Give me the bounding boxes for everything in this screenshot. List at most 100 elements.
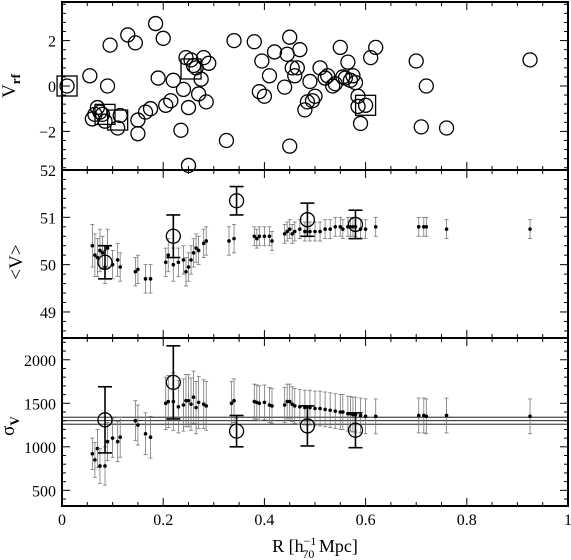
svg-text:σV: σV [0,416,22,436]
data-point-dot [93,458,97,462]
data-point-dot [90,451,95,456]
data-point-circle [196,49,212,66]
y-tick-label: 52 [40,163,56,180]
data-point-dot [232,236,236,241]
data-point-dot [191,251,196,255]
xlabel-sub: 70 [302,547,314,560]
panel-bottom-ylabel: σV [0,416,22,436]
data-point-dot [257,401,262,406]
data-point-circle [522,52,538,68]
x-tick-label: 0.6 [356,512,376,529]
data-point-circle [347,216,364,233]
data-point-dot [290,402,295,406]
y-tick-label: 2 [48,34,56,51]
data-point-square [354,94,377,116]
panel-middle-ylabel: <V> [6,244,27,279]
x-tick-label: 0.8 [457,512,477,529]
data-point-circle [246,34,262,50]
data-point-dot [90,243,95,248]
data-point-circle [307,88,323,104]
data-point-dot [287,227,292,231]
data-point-circle [165,72,181,88]
data-point-circle [332,39,348,56]
panel-bottom-marks [62,345,568,486]
data-point-dot [290,232,295,236]
data-point-circle [99,78,116,94]
data-point-dot [98,248,102,253]
data-point-dot [351,412,355,417]
y-tick-label: 0 [48,79,56,96]
data-point-dot [313,406,317,411]
data-point-circle [292,42,308,58]
data-point-dot [143,431,148,436]
data-point-circle [350,98,366,115]
data-point-dot [292,229,297,234]
data-point-circle [256,88,273,104]
data-point-dot [189,258,193,262]
data-point-circle [137,104,154,120]
data-point-circle [110,120,126,136]
y-tick-label: 2000 [24,353,56,370]
data-point-dot [196,248,201,253]
data-point-dot [262,234,267,239]
data-point-dot [308,405,312,410]
data-point-circle [198,94,214,110]
svg-text:Vrf: Vrf [0,73,23,98]
data-point-dot [186,398,191,403]
data-point-dot [285,229,289,234]
y-tick-label: 50 [40,258,56,275]
data-point-dot [282,232,287,236]
data-point-dot [363,227,368,231]
data-point-dot [351,224,355,229]
data-point-circle [282,138,298,154]
data-point-dot [201,241,206,246]
data-point-dot [115,258,120,262]
data-point-dot [191,395,196,399]
data-point-circle [438,120,455,136]
data-point-dot [338,224,343,229]
data-point-circle [165,374,181,391]
svg-text:R [h−170 Mpc]: R [h−1 70 Mpc] [272,534,358,560]
data-point-dot [105,439,110,444]
data-point-circle [97,412,113,428]
data-point-dot [227,239,231,243]
data-point-dot [143,277,148,281]
data-point-dot [444,227,449,231]
data-point-circle [201,55,217,71]
data-point-dot [136,423,140,427]
data-point-dot [105,246,110,250]
data-point-dot [163,260,168,265]
data-point-circle [228,193,245,209]
data-point-circle [284,60,300,76]
data-point-dot [303,229,307,234]
data-point-circle [350,88,366,104]
data-point-circle [127,35,144,51]
data-point-dot [323,227,327,231]
data-point-dot [133,418,138,423]
data-point-dot [110,436,115,440]
data-point-dot [118,265,122,269]
data-point-dot [421,224,426,229]
data-point-dot [333,409,338,413]
ylabel-bottom-main: σ [0,426,19,436]
data-point-dot [341,227,345,231]
data-point-dot [100,251,105,255]
y-tick-label: 1000 [24,440,56,457]
data-point-dot [229,401,234,406]
ylabel-middle: <V> [6,244,27,279]
y-tick-label: 51 [40,210,56,227]
data-point-dot [328,227,332,231]
data-point-dot [528,227,532,231]
y-tick-label: 49 [40,305,56,322]
data-point-circle [357,97,374,113]
x-axis-title: R [h−1 70 Mpc] [272,534,358,560]
data-point-dot [136,267,140,272]
data-point-dot [171,262,176,267]
data-point-circle [147,15,164,32]
data-point-circle [299,418,316,434]
data-point-circle [299,212,316,228]
data-point-circle [345,68,361,84]
data-point-dot [285,399,289,404]
data-point-circle [97,113,113,129]
